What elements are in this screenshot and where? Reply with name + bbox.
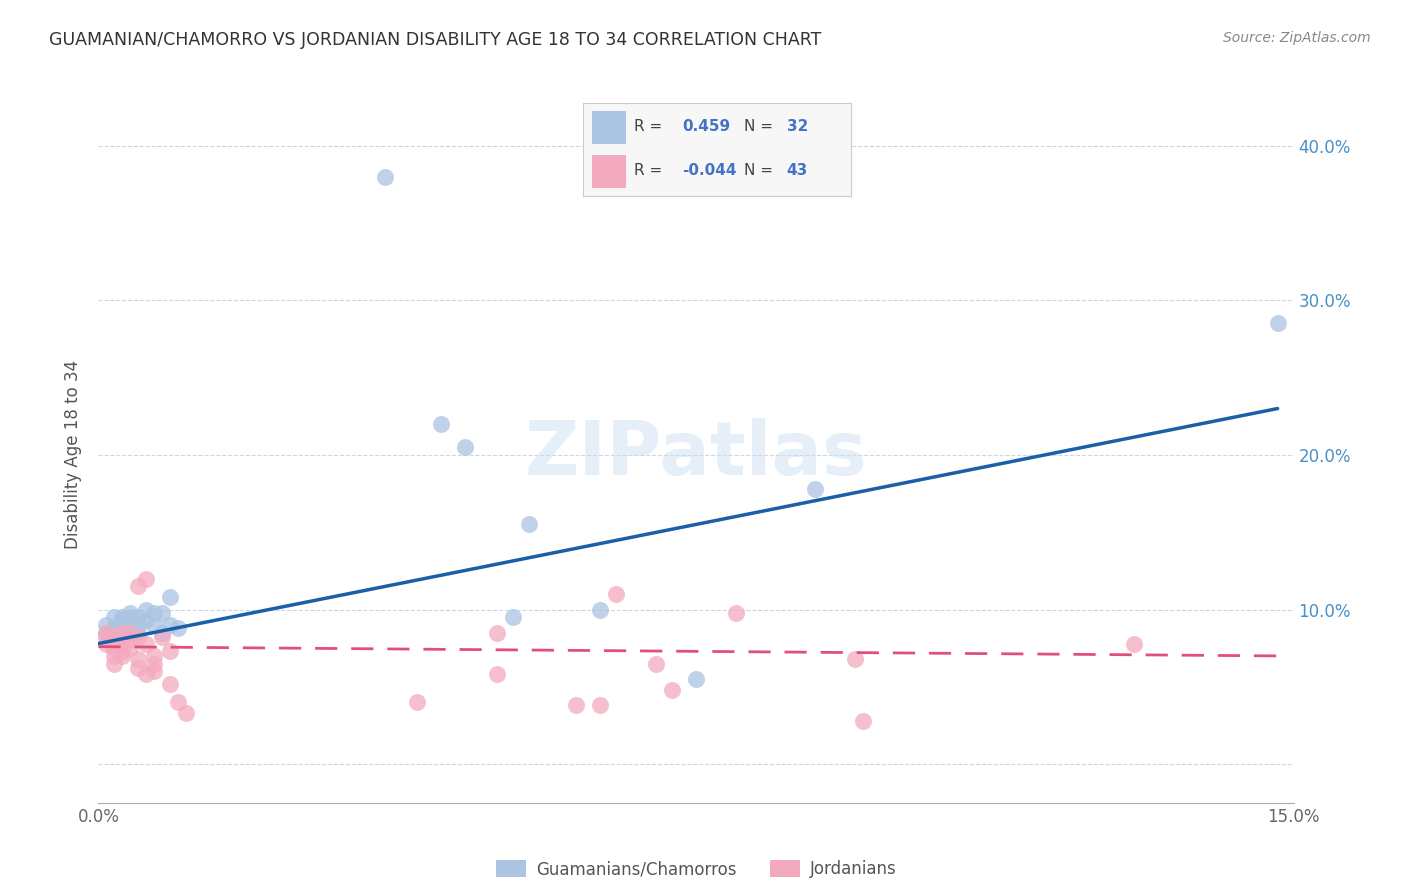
Point xyxy=(143,657,166,671)
Text: N =: N = xyxy=(744,120,773,135)
Point xyxy=(645,657,668,671)
Point xyxy=(127,661,149,675)
Point xyxy=(127,652,149,666)
Point xyxy=(111,613,134,627)
Point xyxy=(135,667,157,681)
Point xyxy=(103,641,125,656)
Point xyxy=(454,440,477,454)
Point xyxy=(150,606,173,620)
Point xyxy=(103,621,125,635)
Point xyxy=(96,636,118,650)
Point xyxy=(589,602,612,616)
Point xyxy=(120,610,142,624)
Point xyxy=(120,625,142,640)
Point xyxy=(1123,636,1146,650)
Point xyxy=(135,613,157,627)
Point xyxy=(589,698,612,713)
Point xyxy=(127,618,149,632)
Point xyxy=(127,610,149,624)
Point xyxy=(485,625,508,640)
Point xyxy=(135,602,157,616)
Point xyxy=(111,618,134,632)
Text: Source: ZipAtlas.com: Source: ZipAtlas.com xyxy=(1223,31,1371,45)
Point xyxy=(605,587,627,601)
Point xyxy=(120,633,142,648)
Point xyxy=(159,644,181,658)
Point xyxy=(96,625,118,640)
Point xyxy=(135,572,157,586)
Point xyxy=(517,517,540,532)
Point xyxy=(103,610,125,624)
Point xyxy=(111,648,134,663)
Point xyxy=(1267,317,1289,331)
Text: 43: 43 xyxy=(786,163,808,178)
Text: N =: N = xyxy=(744,163,773,178)
Point xyxy=(103,648,125,663)
Text: 0.459: 0.459 xyxy=(682,120,731,135)
Point xyxy=(159,590,181,604)
Point xyxy=(103,631,125,645)
Point xyxy=(143,606,166,620)
Point xyxy=(661,682,683,697)
Text: -0.044: -0.044 xyxy=(682,163,737,178)
Text: GUAMANIAN/CHAMORRO VS JORDANIAN DISABILITY AGE 18 TO 34 CORRELATION CHART: GUAMANIAN/CHAMORRO VS JORDANIAN DISABILI… xyxy=(49,31,821,49)
Text: 32: 32 xyxy=(786,120,808,135)
Bar xyxy=(592,155,626,188)
Point xyxy=(127,631,149,645)
Point xyxy=(804,482,827,496)
Point xyxy=(374,169,396,184)
Legend: Guamanians/Chamorros, Jordanians: Guamanians/Chamorros, Jordanians xyxy=(489,854,903,885)
Text: R =: R = xyxy=(634,163,662,178)
Point xyxy=(502,610,524,624)
Bar xyxy=(592,111,626,144)
Point xyxy=(111,625,134,640)
Point xyxy=(111,631,134,645)
Point xyxy=(111,644,134,658)
Point xyxy=(120,623,142,637)
Point xyxy=(143,648,166,663)
Point xyxy=(724,606,747,620)
Point xyxy=(120,606,142,620)
Point xyxy=(127,579,149,593)
Point xyxy=(96,631,118,645)
Point xyxy=(174,706,197,720)
Point xyxy=(485,667,508,681)
Point xyxy=(96,625,118,640)
Point xyxy=(685,672,707,686)
Point xyxy=(135,636,157,650)
Point xyxy=(430,417,453,431)
Point xyxy=(844,652,866,666)
Point xyxy=(96,618,118,632)
Point xyxy=(852,714,875,728)
Point xyxy=(127,625,149,640)
Text: R =: R = xyxy=(634,120,662,135)
Point xyxy=(120,618,142,632)
Text: ZIPatlas: ZIPatlas xyxy=(524,418,868,491)
Y-axis label: Disability Age 18 to 34: Disability Age 18 to 34 xyxy=(65,360,83,549)
Point xyxy=(159,618,181,632)
Point xyxy=(111,610,134,624)
Point xyxy=(103,636,125,650)
Point xyxy=(111,636,134,650)
Point xyxy=(565,698,588,713)
Point xyxy=(167,695,190,709)
Point xyxy=(167,621,190,635)
Point xyxy=(150,631,173,645)
Point xyxy=(143,618,166,632)
Point xyxy=(150,625,173,640)
Point xyxy=(103,657,125,671)
Point xyxy=(159,677,181,691)
Point xyxy=(406,695,429,709)
Point xyxy=(143,665,166,679)
Point xyxy=(120,641,142,656)
